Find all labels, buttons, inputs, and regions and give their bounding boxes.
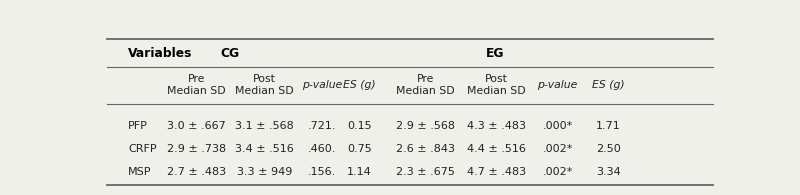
Text: p-value: p-value bbox=[538, 80, 578, 90]
Text: 0.15: 0.15 bbox=[347, 121, 371, 130]
Text: CRFP: CRFP bbox=[128, 144, 157, 154]
Text: Post
Median SD: Post Median SD bbox=[467, 74, 526, 96]
Text: .721.: .721. bbox=[308, 121, 336, 130]
Text: 0.75: 0.75 bbox=[346, 144, 371, 154]
Text: 2.9 ± .568: 2.9 ± .568 bbox=[396, 121, 455, 130]
Text: .000*: .000* bbox=[542, 121, 573, 130]
Text: 1.14: 1.14 bbox=[346, 167, 371, 177]
Text: 3.3 ± 949: 3.3 ± 949 bbox=[237, 167, 292, 177]
Text: Pre
Median SD: Pre Median SD bbox=[166, 74, 226, 96]
Text: .002*: .002* bbox=[542, 167, 573, 177]
Text: Post
Median SD: Post Median SD bbox=[235, 74, 294, 96]
Text: Pre
Median SD: Pre Median SD bbox=[396, 74, 455, 96]
Text: ES (g): ES (g) bbox=[592, 80, 625, 90]
Text: MSP: MSP bbox=[128, 167, 151, 177]
Text: p-value: p-value bbox=[302, 80, 342, 90]
Text: 2.7 ± .483: 2.7 ± .483 bbox=[166, 167, 226, 177]
Text: 1.71: 1.71 bbox=[596, 121, 621, 130]
Text: PFP: PFP bbox=[128, 121, 148, 130]
Text: .156.: .156. bbox=[308, 167, 336, 177]
Text: CG: CG bbox=[221, 47, 240, 60]
Text: 4.7 ± .483: 4.7 ± .483 bbox=[467, 167, 526, 177]
Text: 2.6 ± .843: 2.6 ± .843 bbox=[396, 144, 455, 154]
Text: .002*: .002* bbox=[542, 144, 573, 154]
Text: 3.1 ± .568: 3.1 ± .568 bbox=[235, 121, 294, 130]
Text: .460.: .460. bbox=[308, 144, 336, 154]
Text: 3.34: 3.34 bbox=[596, 167, 621, 177]
Text: 2.9 ± .738: 2.9 ± .738 bbox=[166, 144, 226, 154]
Text: ES (g): ES (g) bbox=[343, 80, 375, 90]
Text: 2.50: 2.50 bbox=[596, 144, 621, 154]
Text: 2.3 ± .675: 2.3 ± .675 bbox=[396, 167, 455, 177]
Text: Variables: Variables bbox=[128, 47, 192, 60]
Text: EG: EG bbox=[486, 47, 505, 60]
Text: 4.3 ± .483: 4.3 ± .483 bbox=[467, 121, 526, 130]
Text: 3.4 ± .516: 3.4 ± .516 bbox=[235, 144, 294, 154]
Text: 3.0 ± .667: 3.0 ± .667 bbox=[166, 121, 226, 130]
Text: 4.4 ± .516: 4.4 ± .516 bbox=[467, 144, 526, 154]
